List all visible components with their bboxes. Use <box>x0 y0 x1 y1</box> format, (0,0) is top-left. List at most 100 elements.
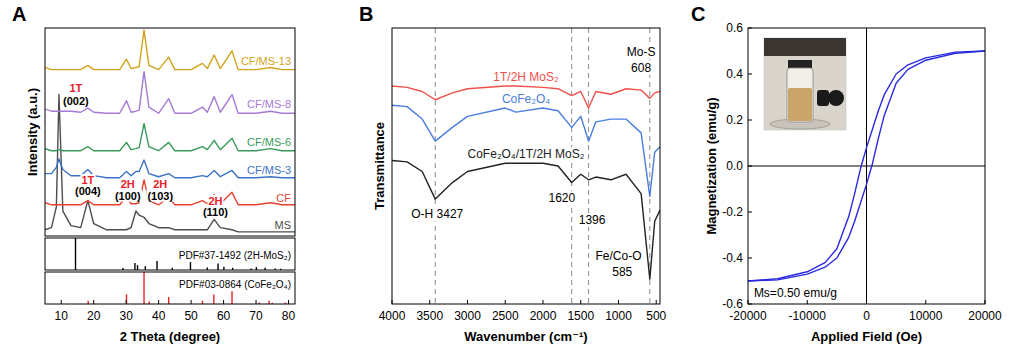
y-tick <box>748 28 752 29</box>
y-tick-label: 0.2 <box>726 113 743 127</box>
y-tick <box>748 166 752 167</box>
label-patch <box>207 195 223 207</box>
y-tick-label: 0.0 <box>726 159 743 173</box>
x-tick-label: 500 <box>646 309 666 323</box>
panel: 4000350030002500200015001000500Wavenumbe… <box>359 3 667 344</box>
x-tick-label: 80 <box>282 309 296 323</box>
plot-frame <box>45 28 295 236</box>
annotation: (002) <box>63 95 89 107</box>
reference-line <box>435 28 436 304</box>
y-tick <box>748 212 752 213</box>
x-tick <box>223 300 224 304</box>
x-tick-label: 1500 <box>567 309 594 323</box>
reference-peak <box>75 238 76 270</box>
x-axis-title: Wavenumber (cm⁻¹) <box>464 329 587 344</box>
label-patch <box>548 191 577 205</box>
annotation: O-H 3427 <box>411 207 463 221</box>
photo-shadow <box>764 38 846 56</box>
series-label: 1T/2H MoS₂ <box>493 70 559 84</box>
y-tick <box>748 120 752 121</box>
panel: 10203040506070802 Theta (degree)PDF#03-0… <box>45 272 296 344</box>
annotation: (100) <box>115 190 141 202</box>
reference-peak <box>231 291 232 304</box>
x-tick <box>656 300 657 304</box>
x-tick-label: 40 <box>152 309 166 323</box>
x-axis-title: 2 Theta (degree) <box>120 329 220 344</box>
annotation: 1T <box>81 174 94 186</box>
reference-peak <box>168 297 169 304</box>
x-tick-label: 10000 <box>909 309 943 323</box>
x-tick-label: 10 <box>55 309 69 323</box>
inset-photo <box>764 38 846 130</box>
x-tick <box>256 300 257 304</box>
annotation: 1T <box>69 82 82 94</box>
panel-letter: C <box>691 3 705 25</box>
x-tick <box>925 300 926 304</box>
label-patch <box>410 207 464 221</box>
plot-frame <box>748 28 985 304</box>
y-tick <box>748 258 752 259</box>
x-tick <box>807 300 808 304</box>
y-tick-label: -0.2 <box>722 205 743 219</box>
annotation: Mo-S <box>627 45 656 59</box>
data-line <box>392 86 660 108</box>
x-tick-label: -10000 <box>789 309 827 323</box>
magnet <box>817 90 829 106</box>
y-axis-title: Transmittance <box>372 122 387 210</box>
label-patch <box>202 206 229 218</box>
label-patch <box>630 61 652 75</box>
x-tick-label: 3000 <box>454 309 481 323</box>
x-tick <box>748 300 749 304</box>
plot-frame <box>45 238 295 270</box>
x-tick <box>618 300 619 304</box>
annotation: 585 <box>612 265 632 279</box>
x-tick-label: -20000 <box>729 309 767 323</box>
y-axis-title: Intensity (a.u.) <box>25 88 40 176</box>
series-label: MS <box>275 219 292 231</box>
annotation: (004) <box>75 185 101 197</box>
y-axis-title: Magnetization (emu/g) <box>704 97 719 234</box>
reference-peak <box>190 262 191 270</box>
x-tick <box>61 300 62 304</box>
x-tick-label: 1000 <box>605 309 632 323</box>
x-tick <box>126 300 127 304</box>
figure: Intensity (a.u.)AMSCFCF/MS-3CF/MS-6CF/MS… <box>0 0 1009 361</box>
x-tick <box>429 300 430 304</box>
x-tick <box>392 300 393 304</box>
data-line <box>45 95 295 232</box>
label-patch <box>611 265 633 279</box>
x-tick-label: 20 <box>87 309 101 323</box>
plot-frame <box>45 272 295 304</box>
x-tick-label: 20000 <box>968 309 1002 323</box>
y-tick-label: 0.6 <box>726 21 743 35</box>
annotation: 2H <box>121 178 135 190</box>
annotation: 2H <box>153 178 167 190</box>
plot-area <box>45 30 295 232</box>
data-line <box>45 124 295 151</box>
x-tick <box>288 300 289 304</box>
reference-peak <box>134 263 135 270</box>
label-patch <box>68 82 83 94</box>
series-label: CF/MS-3 <box>247 164 291 176</box>
x-tick <box>191 300 192 304</box>
zero-line <box>748 166 985 167</box>
magnet-handle <box>828 90 844 106</box>
label-patch <box>501 92 551 106</box>
plot-area <box>748 28 985 304</box>
x-tick <box>505 300 506 304</box>
annotation: Ms=0.50 emu/g <box>754 286 837 300</box>
label-patch <box>120 178 136 190</box>
label-patch <box>594 249 642 263</box>
plot-area <box>392 28 660 304</box>
x-tick-label: 70 <box>249 309 263 323</box>
annotation: 2H <box>208 195 222 207</box>
x-tick-label: 30 <box>119 309 133 323</box>
y-tick <box>748 74 752 75</box>
label-patch <box>62 95 90 107</box>
x-tick-label: 2500 <box>492 309 519 323</box>
y-tick <box>748 304 752 305</box>
series-label: PDF#03-0864 (CoFe₂O₄) <box>179 279 291 290</box>
x-axis-title: Applied Field (Oe) <box>811 329 922 344</box>
x-tick-label: 4000 <box>379 309 406 323</box>
series-label: PDF#37-1492 (2H-MoS₂) <box>179 250 291 261</box>
